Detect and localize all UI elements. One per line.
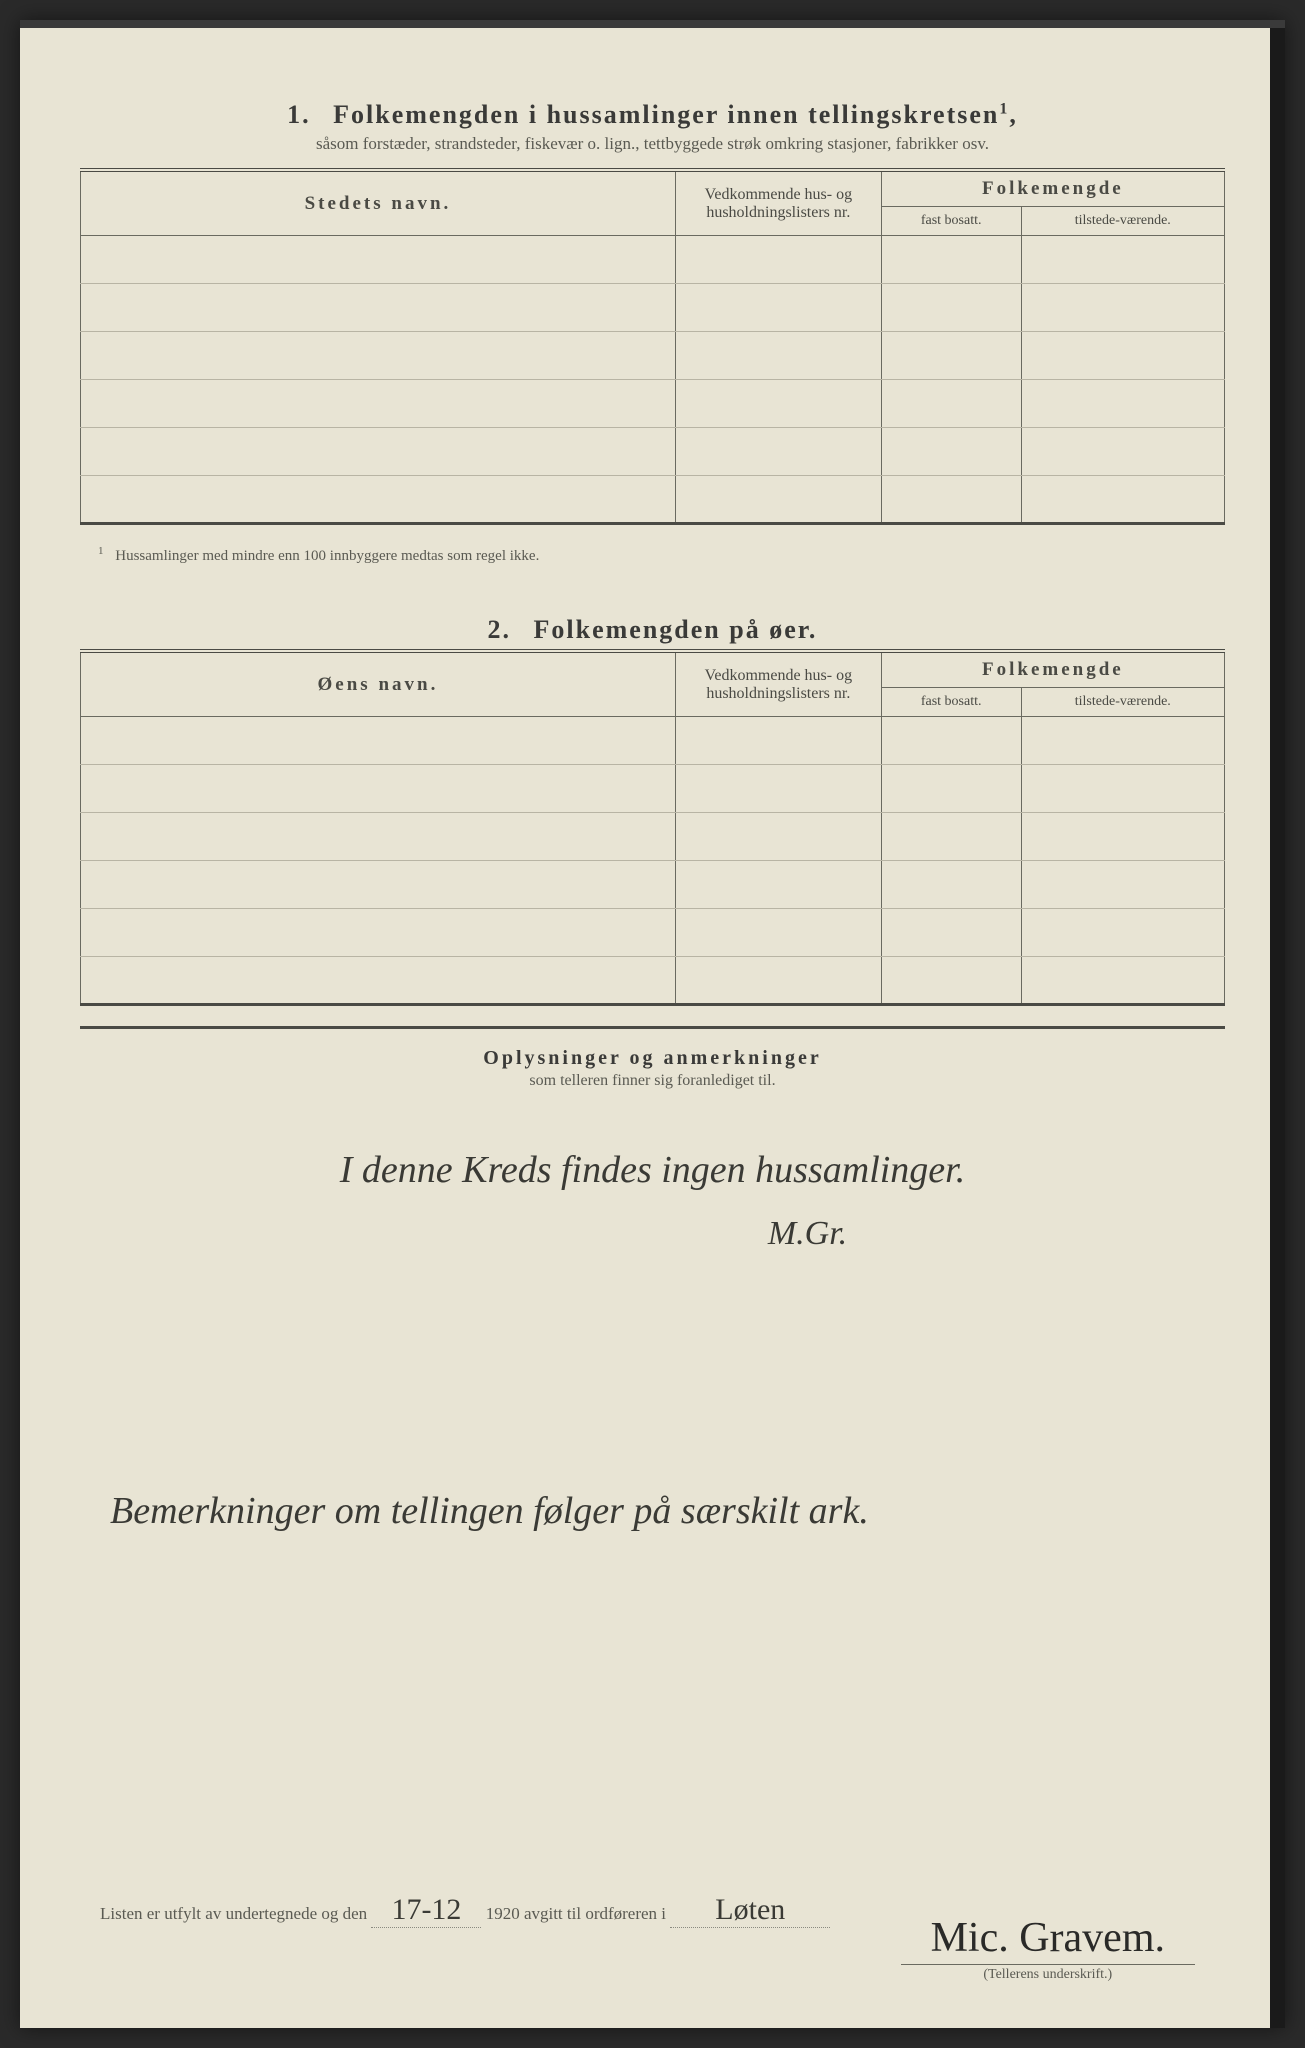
section-2-title: 2. Folkemengden på øer. <box>80 615 1225 645</box>
col-oens-navn: Øens navn. <box>81 651 676 717</box>
col-fast-bosatt-2: fast bosatt. <box>881 688 1021 717</box>
section-1-title-text: Folkemengden i hussamlinger innen tellin… <box>333 100 999 129</box>
col-lists-nr: Vedkommende hus- og husholdningslisters … <box>675 170 881 236</box>
section-2-number: 2. <box>488 615 512 644</box>
table-row <box>81 765 1225 813</box>
table-row <box>81 428 1225 476</box>
footer-prefix: Listen er utfylt av undertegnede og den <box>100 1904 367 1923</box>
section-1-number: 1. <box>287 100 311 129</box>
table-row <box>81 957 1225 1005</box>
handwritten-note-1: I denne Kreds findes ingen hussamlinger. <box>110 1140 1195 1201</box>
table-row <box>81 476 1225 524</box>
footnote-marker: 1 <box>98 545 104 557</box>
section-2-title-text: Folkemengden på øer. <box>534 615 818 644</box>
census-form-page: 1. Folkemengden i hussamlinger innen tel… <box>20 20 1285 2028</box>
col-stedets-navn: Stedets navn. <box>81 170 676 236</box>
col-fast-bosatt: fast bosatt. <box>881 207 1021 236</box>
remarks-subtitle: som telleren finner sig foranlediget til… <box>80 1072 1225 1090</box>
col-tilstedevaerende: tilstede-værende. <box>1021 207 1224 236</box>
section-1-title: 1. Folkemengden i hussamlinger innen tel… <box>80 100 1225 130</box>
col-lists-nr-2: Vedkommende hus- og husholdningslisters … <box>675 651 881 717</box>
section-1-footnote: 1 Hussamlinger med mindre enn 100 innbyg… <box>98 545 1225 565</box>
footer-date: 17-12 <box>371 1893 481 1928</box>
section-1-subtitle: såsom forstæder, strandsteder, fiskevær … <box>80 134 1225 154</box>
table-row <box>81 284 1225 332</box>
footer-mid: 1920 avgitt til ordføreren i <box>486 1904 666 1923</box>
footer-place: Løten <box>670 1893 830 1928</box>
section-1-title-sup: 1 <box>999 100 1009 117</box>
signature-area: Mic. Gravem. (Tellerens underskrift.) <box>901 1914 1195 1983</box>
handwritten-note-2: Bemerkninger om tellingen følger på særs… <box>110 1481 1195 1542</box>
table-row <box>81 380 1225 428</box>
remarks-body: I denne Kreds findes ingen hussamlinger.… <box>80 1140 1225 1542</box>
table-2: Øens navn. Vedkommende hus- og husholdni… <box>80 649 1225 1006</box>
handwritten-initials: M.Gr. <box>420 1207 1195 1261</box>
table-row <box>81 861 1225 909</box>
signature: Mic. Gravem. <box>901 1914 1195 1965</box>
signature-label: (Tellerens underskrift.) <box>901 1967 1195 1983</box>
table-row <box>81 236 1225 284</box>
table-1: Stedets navn. Vedkommende hus- og hushol… <box>80 168 1225 525</box>
section-2: 2. Folkemengden på øer. Øens navn. Vedko… <box>80 615 1225 1542</box>
col-tilstedevaerende-2: tilstede-værende. <box>1021 688 1224 717</box>
section-1: 1. Folkemengden i hussamlinger innen tel… <box>80 100 1225 565</box>
footnote-text: Hussamlinger med mindre enn 100 innbygge… <box>115 548 539 564</box>
col-folkemengde: Folkemengde <box>881 170 1224 207</box>
col-folkemengde-2: Folkemengde <box>881 651 1224 688</box>
table-row <box>81 813 1225 861</box>
table-row <box>81 909 1225 957</box>
table-row <box>81 717 1225 765</box>
remarks-title: Oplysninger og anmerkninger <box>80 1047 1225 1070</box>
table-row <box>81 332 1225 380</box>
remarks-header: Oplysninger og anmerkninger som telleren… <box>80 1026 1225 1090</box>
